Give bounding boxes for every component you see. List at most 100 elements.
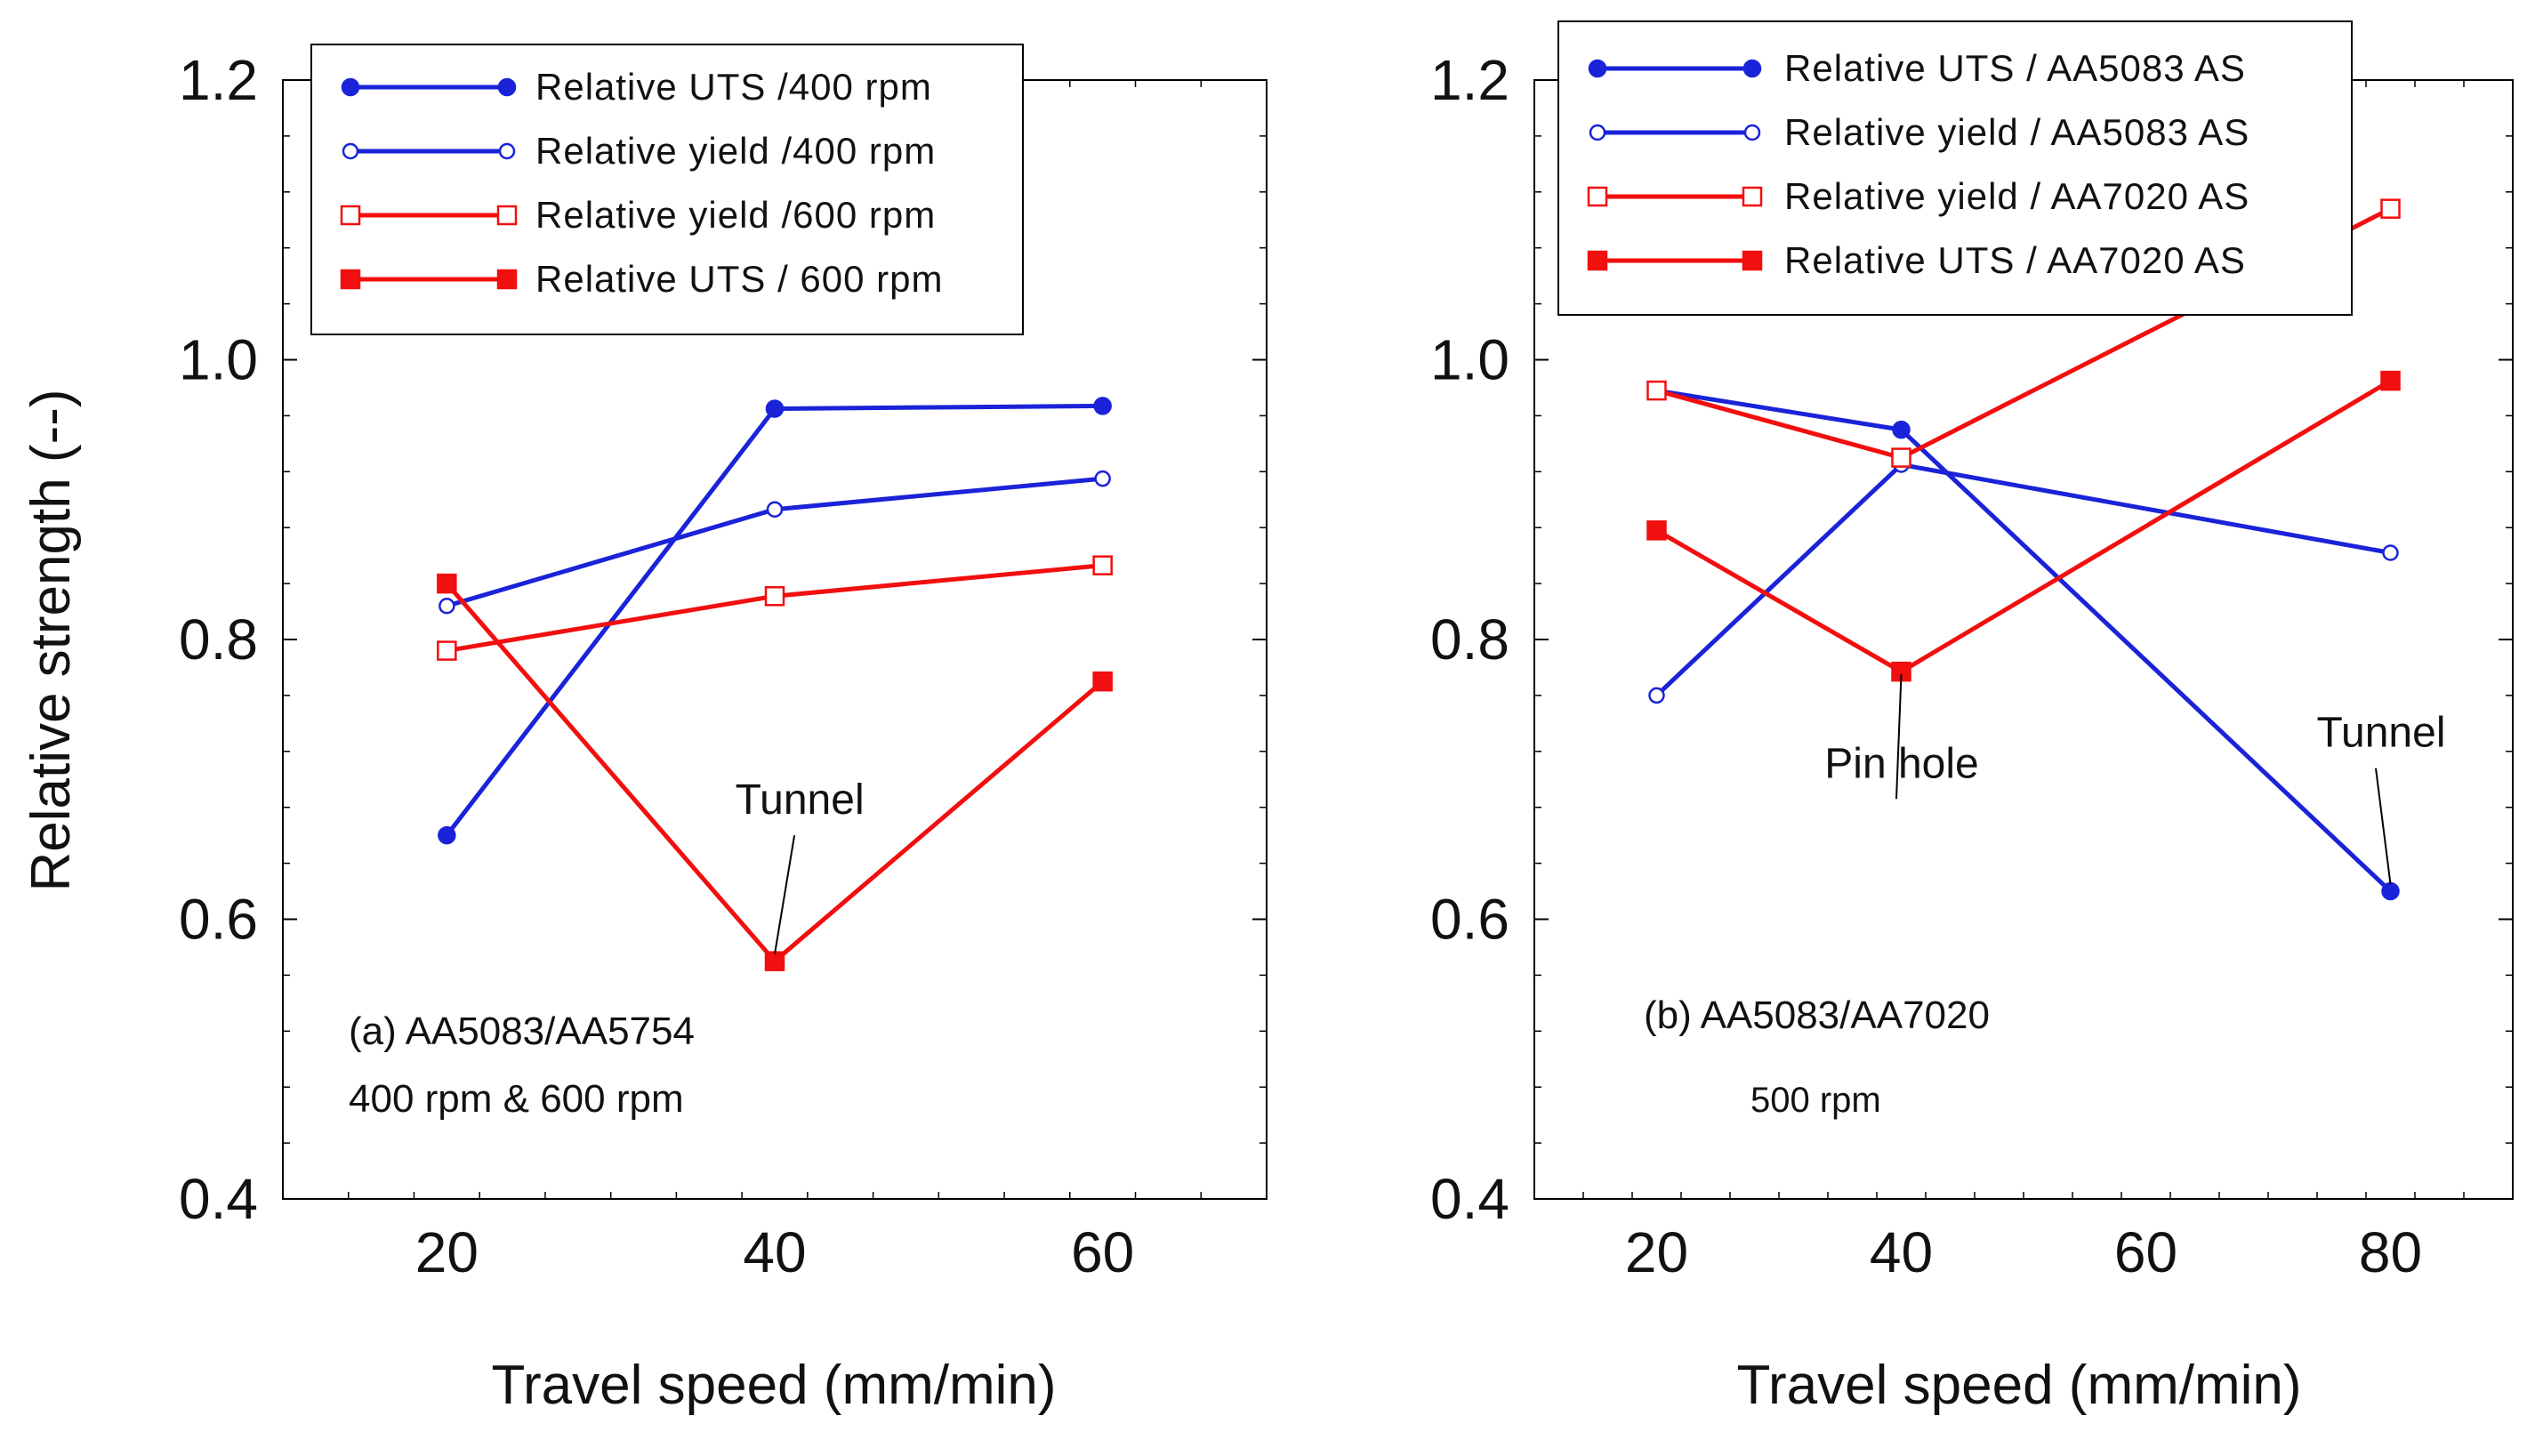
series-1 xyxy=(438,397,1112,845)
legend-marker xyxy=(496,269,518,290)
y-tick-label: 0.8 xyxy=(179,607,258,672)
legend-marker xyxy=(340,205,361,226)
y-tick-label: 1.0 xyxy=(179,328,258,392)
legend-entry: Relative yield / AA7020 AS xyxy=(1587,175,2249,217)
series-line xyxy=(1655,378,2392,675)
legend-marker xyxy=(1742,59,1762,78)
legend-label: Relative UTS / AA5083 AS xyxy=(1784,47,2246,89)
series-line xyxy=(1654,462,2391,697)
data-point xyxy=(1092,555,1113,575)
series-4 xyxy=(437,573,1113,971)
legend-marker xyxy=(341,77,360,97)
data-point xyxy=(438,825,456,845)
legend: Relative UTS /400 rpm Relative yield /400… xyxy=(310,44,1024,335)
x-tick-label: 80 xyxy=(2359,1220,2422,1284)
x-tick-label: 60 xyxy=(2114,1220,2177,1284)
data-point xyxy=(2380,370,2401,391)
series-line xyxy=(1656,388,2393,893)
data-point xyxy=(2380,198,2401,219)
x-axis-title: Travel speed (mm/min) xyxy=(491,1355,1056,1416)
annotation-label: Pin hole xyxy=(1824,740,1978,787)
x-tick-label: 20 xyxy=(415,1220,479,1284)
x-tick-label: 60 xyxy=(1071,1220,1134,1284)
chart-panel-b: 0.4 0.6 0.8 1.0 1.2 20 40 60 80 Travel speed (mm/… xyxy=(1430,20,2514,1416)
legend-marker xyxy=(1742,186,1763,207)
legend-entry: Relative yield / AA5083 AS xyxy=(1589,111,2249,153)
y-tick-label: 0.4 xyxy=(1430,1167,1509,1231)
legend-marker xyxy=(1742,250,1763,271)
annotation-label: Tunnel xyxy=(736,776,865,824)
annotation-leader xyxy=(774,834,796,954)
series-line xyxy=(445,403,1103,837)
legend-label: Relative yield /600 rpm xyxy=(535,194,936,236)
legend-entry: Relative yield /400 rpm xyxy=(342,130,936,172)
data-point xyxy=(1891,447,1911,468)
data-point xyxy=(1646,380,1667,401)
y-tick-label: 0.6 xyxy=(1430,888,1509,952)
data-point xyxy=(1093,397,1112,415)
chart-panel-a: 0.4 0.6 0.8 1.0 1.2 20 40 60 Travel speed (mm/mi… xyxy=(179,44,1268,1416)
legend-label: Relative yield /400 rpm xyxy=(535,130,936,172)
x-tick-label: 40 xyxy=(743,1220,806,1284)
annotation: Tunnel xyxy=(736,776,865,954)
annotation-leader xyxy=(1895,674,1903,800)
legend-box xyxy=(310,44,1024,335)
series-2 xyxy=(439,470,1111,615)
legend-marker xyxy=(496,205,518,226)
legend-entry: Relative yield /600 rpm xyxy=(340,194,936,236)
legend-entry: Relative UTS /400 rpm xyxy=(341,66,932,108)
data-point xyxy=(1094,470,1111,487)
data-point xyxy=(1648,687,1665,704)
legend-marker xyxy=(1589,124,1606,141)
series-1 xyxy=(1647,381,2400,901)
panel-note-line: 400 rpm & 600 rpm xyxy=(349,1077,684,1121)
y-axis-title: Relative strength (--) xyxy=(20,389,82,891)
data-point xyxy=(765,399,785,418)
series-line xyxy=(445,582,1105,965)
legend-entry: Relative UTS / AA7020 AS xyxy=(1587,239,2246,281)
legend-entry: Relative UTS / 600 rpm xyxy=(340,258,944,300)
data-point xyxy=(2381,881,2400,901)
data-point xyxy=(439,598,455,615)
data-point xyxy=(437,640,457,661)
x-axis-title: Travel speed (mm/min) xyxy=(1736,1355,2301,1416)
legend-marker xyxy=(1587,250,1608,271)
legend-marker xyxy=(1743,124,1761,141)
panel-note-line: (b) AA5083/AA7020 xyxy=(1644,993,1990,1037)
data-point xyxy=(764,586,785,607)
y-tick-label: 1.2 xyxy=(1430,48,1509,112)
x-tick-label: 20 xyxy=(1625,1220,1688,1284)
data-point xyxy=(766,501,784,519)
series-4 xyxy=(1646,370,2401,682)
legend-label: Relative UTS /400 rpm xyxy=(535,66,932,108)
series-2 xyxy=(1648,456,2399,704)
panel-note-line: 500 rpm xyxy=(1750,1081,1881,1120)
annotation-label: Tunnel xyxy=(2317,710,2446,757)
legend-marker xyxy=(498,142,516,160)
annotation: Pin hole xyxy=(1824,674,1979,800)
annotation-leader xyxy=(2375,768,2392,885)
legend-marker xyxy=(497,77,517,97)
data-point xyxy=(1646,520,1667,541)
y-tick-label: 0.4 xyxy=(179,1167,258,1231)
y-tick-label: 1.2 xyxy=(179,48,258,112)
panel-note-line: (a) AA5083/AA5754 xyxy=(349,1010,695,1053)
legend-entry: Relative UTS / AA5083 AS xyxy=(1588,47,2246,89)
series-3 xyxy=(437,555,1113,661)
y-tick-label: 0.8 xyxy=(1430,607,1509,672)
legend-marker xyxy=(342,142,359,160)
legend-label: Relative yield / AA5083 AS xyxy=(1784,111,2249,153)
legend: Relative UTS / AA5083 AS Relative yield /… xyxy=(1557,20,2353,316)
x-tick-label: 40 xyxy=(1870,1220,1933,1284)
legend-marker xyxy=(340,269,361,290)
legend-marker xyxy=(1587,186,1608,207)
legend-label: Relative UTS / 600 rpm xyxy=(535,258,944,300)
data-point xyxy=(1892,420,1911,439)
data-point xyxy=(2382,544,2399,561)
annotation: Tunnel xyxy=(2317,710,2446,885)
data-point xyxy=(1092,671,1113,692)
y-tick-label: 1.0 xyxy=(1430,328,1509,392)
legend-label: Relative yield / AA7020 AS xyxy=(1784,175,2249,217)
legend-label: Relative UTS / AA7020 AS xyxy=(1784,239,2246,281)
